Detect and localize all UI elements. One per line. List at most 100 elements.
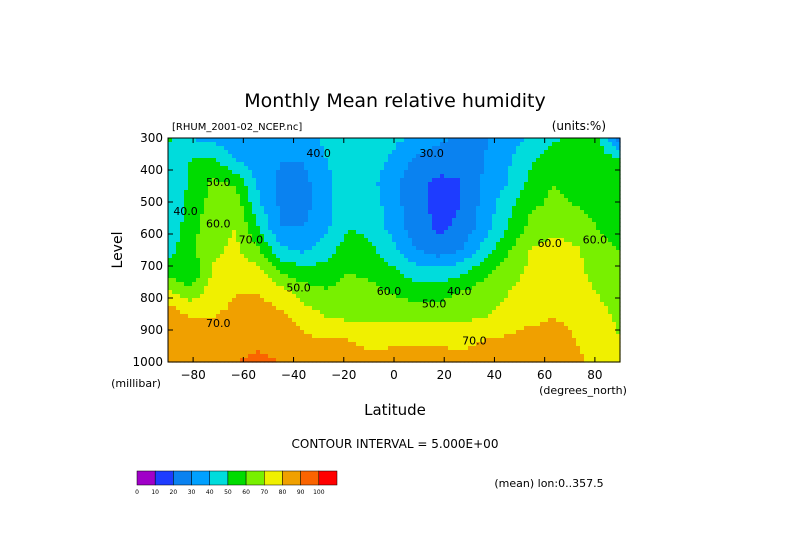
heatmap-cell [428,206,433,211]
heatmap-cell [224,170,229,175]
heatmap-cell [256,278,261,283]
heatmap-cell [560,242,565,247]
heatmap-cell [472,282,477,287]
heatmap-cell [588,242,593,247]
heatmap-cell [608,138,613,143]
heatmap-cell [248,162,253,167]
heatmap-cell [248,178,253,183]
heatmap-cell [472,238,477,243]
heatmap-cell [332,298,337,303]
heatmap-cell [380,234,385,239]
heatmap-cell [516,178,521,183]
heatmap-cell [228,150,233,155]
heatmap-cell [592,242,597,247]
heatmap-cell [208,294,213,299]
heatmap-cell [408,266,413,271]
heatmap-cell [572,274,577,279]
heatmap-cell [228,306,233,311]
heatmap-cell [612,278,617,283]
heatmap-cell [612,282,617,287]
heatmap-cell [424,290,429,295]
heatmap-cell [256,286,261,291]
heatmap-cell [216,190,221,195]
heatmap-cell [284,246,289,251]
heatmap-cell [588,166,593,171]
heatmap-cell [216,174,221,179]
heatmap-cell [228,294,233,299]
heatmap-cell [448,210,453,215]
heatmap-cell [496,274,501,279]
heatmap-cell [348,158,353,163]
heatmap-cell [324,250,329,255]
heatmap-cell [544,146,549,151]
heatmap-cell [572,214,577,219]
heatmap-cell [332,290,337,295]
heatmap-cell [172,230,177,235]
heatmap-cell [364,146,369,151]
heatmap-cell [600,206,605,211]
heatmap-cell [236,174,241,179]
heatmap-cell [508,226,513,231]
heatmap-cell [392,242,397,247]
heatmap-cell [592,274,597,279]
heatmap-cell [596,266,601,271]
heatmap-cell [484,158,489,163]
heatmap-cell [552,190,557,195]
heatmap-cell [456,258,461,263]
heatmap-cell [208,182,213,187]
heatmap-cell [176,274,181,279]
heatmap-cell [348,254,353,259]
heatmap-cell [460,166,465,171]
heatmap-cell [248,202,253,207]
heatmap-cell [556,282,561,287]
heatmap-cell [212,174,217,179]
heatmap-cell [596,194,601,199]
heatmap-cell [284,230,289,235]
heatmap-cell [616,230,621,235]
heatmap-cell [348,210,353,215]
heatmap-cell [560,190,565,195]
heatmap-cell [504,158,509,163]
heatmap-cell [552,250,557,255]
heatmap-cell [268,206,273,211]
heatmap-cell [320,254,325,259]
heatmap-cell [340,298,345,303]
heatmap-cell [416,150,421,155]
heatmap-cell [408,250,413,255]
heatmap-cell [180,238,185,243]
heatmap-cell [436,190,441,195]
heatmap-cell [224,198,229,203]
heatmap-cell [364,238,369,243]
heatmap-cell [188,274,193,279]
heatmap-cell [512,306,517,311]
heatmap-cell [360,286,365,291]
heatmap-cell [496,198,501,203]
heatmap-cell [360,226,365,231]
heatmap-cell [196,190,201,195]
heatmap-cell [384,234,389,239]
heatmap-cell [520,198,525,203]
heatmap-cell [396,226,401,231]
heatmap-cell [324,206,329,211]
heatmap-cell [252,142,257,147]
heatmap-cell [332,286,337,291]
heatmap-cell [228,190,233,195]
heatmap-cell [556,214,561,219]
heatmap-cell [392,178,397,183]
heatmap-cell [552,238,557,243]
heatmap-cell [456,202,461,207]
heatmap-cell [556,178,561,183]
heatmap-cell [324,194,329,199]
heatmap-cell [248,298,253,303]
heatmap-cell [260,174,265,179]
heatmap-cell [556,210,561,215]
heatmap-cell [512,286,517,291]
heatmap-cell [244,246,249,251]
heatmap-cell [364,274,369,279]
heatmap-cell [344,138,349,143]
heatmap-cell [424,246,429,251]
heatmap-cell [336,170,341,175]
heatmap-cell [480,230,485,235]
heatmap-cell [520,246,525,251]
heatmap-cell [268,302,273,307]
